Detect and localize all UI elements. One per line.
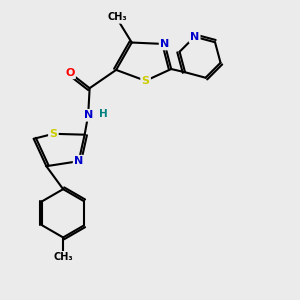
Text: O: O	[65, 68, 75, 78]
Text: N: N	[190, 32, 199, 42]
Text: N: N	[74, 156, 83, 166]
Text: S: S	[142, 76, 150, 86]
Text: S: S	[50, 129, 57, 139]
Text: CH₃: CH₃	[108, 13, 127, 22]
Text: CH₃: CH₃	[53, 252, 73, 262]
Text: H: H	[99, 109, 108, 119]
Text: N: N	[83, 110, 93, 120]
Text: N: N	[160, 39, 169, 49]
